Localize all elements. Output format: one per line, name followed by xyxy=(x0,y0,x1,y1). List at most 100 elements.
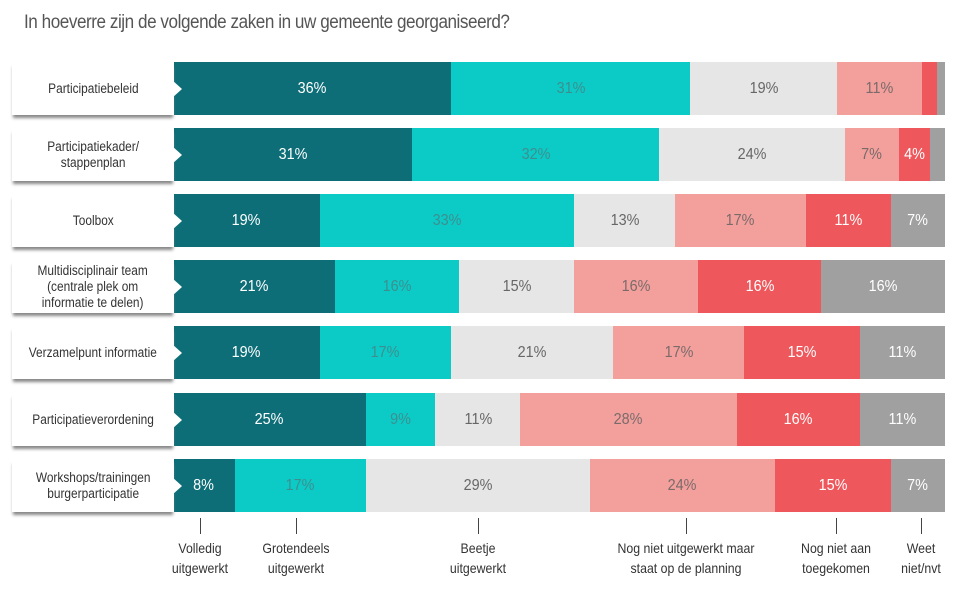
category-arrow xyxy=(172,79,182,98)
category-arrow xyxy=(172,145,182,164)
bar-segment: 25% xyxy=(173,393,366,446)
data-label: 16% xyxy=(783,410,813,428)
category-label: Workshops/trainingen burgerparticipatie xyxy=(12,459,174,512)
category-label: Verzamelpunt informatie xyxy=(12,326,174,379)
data-label: 9% xyxy=(390,410,412,428)
data-label: 16% xyxy=(382,277,412,295)
data-label: 25% xyxy=(255,410,284,428)
category-label: Multidisciplinair team (centrale plek om i… xyxy=(12,260,174,313)
data-label: 16% xyxy=(868,277,898,295)
bar-segment: 19% xyxy=(173,194,320,247)
bar-segment: 9% xyxy=(366,393,436,446)
bar-segment: 16% xyxy=(335,260,459,313)
bar-segment: 15% xyxy=(775,459,891,512)
legend-tick xyxy=(836,518,837,534)
data-label: 28% xyxy=(614,410,643,428)
bar-segment: 7% xyxy=(890,459,945,512)
data-label: 11% xyxy=(888,343,917,361)
data-label: 32% xyxy=(521,145,551,163)
category-label-text: Multidisciplinair team (centrale plek om i… xyxy=(37,262,149,310)
legend-entry: Nog niet aan toegekomen xyxy=(801,540,871,576)
data-label: 4% xyxy=(903,145,925,163)
data-label: 7% xyxy=(907,211,929,229)
bar-segment: 4% xyxy=(898,128,930,181)
data-label: 31% xyxy=(278,145,308,163)
category-arrow xyxy=(172,410,182,429)
bar-segment: 11% xyxy=(860,326,945,379)
bar-segment: 24% xyxy=(589,459,776,512)
legend-entry: Nog niet uitgewerkt maar staat op de plan… xyxy=(617,540,755,576)
data-label: 11% xyxy=(888,410,917,428)
category-label: Participatiekader/stappenplan xyxy=(12,128,174,181)
bar-segment: 32% xyxy=(412,128,660,181)
bar-segment: 16% xyxy=(574,260,698,313)
data-label: 13% xyxy=(610,211,640,229)
data-label: 19% xyxy=(749,79,778,97)
data-label: 31% xyxy=(556,79,585,97)
bar-segment: 15% xyxy=(744,326,861,379)
category-arrow xyxy=(172,277,182,296)
data-label: 24% xyxy=(737,145,767,163)
legend-tick xyxy=(478,518,479,534)
category-label-text: Toolbox xyxy=(72,212,114,228)
bar-segment: 19% xyxy=(173,326,320,379)
category-label-text: Participatiebeleid xyxy=(47,80,139,96)
legend-tick xyxy=(200,518,201,534)
category-label-text: Participatieverordening xyxy=(32,411,154,427)
bar-segment: 7% xyxy=(844,128,899,181)
data-label: 17% xyxy=(725,211,755,229)
category-arrow xyxy=(172,343,182,362)
bar-segment: 21% xyxy=(450,326,614,379)
data-label: 24% xyxy=(668,476,697,494)
legend-tick xyxy=(296,518,297,534)
legend-entry: Grotendeels uitgewerkt xyxy=(262,540,330,576)
data-label: 17% xyxy=(285,476,315,494)
data-label: 19% xyxy=(231,343,261,361)
category-label-text: Participatiekader/stappenplan xyxy=(47,138,139,170)
bar-segment: 17% xyxy=(613,326,745,379)
bar-segment: 33% xyxy=(319,194,575,247)
bar-segment: 17% xyxy=(674,194,807,247)
legend-tick xyxy=(921,518,922,534)
data-label: 11% xyxy=(865,79,894,97)
data-label: 36% xyxy=(297,79,327,97)
bar-segment: 11% xyxy=(860,393,945,446)
data-label: 11% xyxy=(464,410,492,428)
bar-segment xyxy=(921,62,938,115)
data-label: 7% xyxy=(861,145,883,163)
bar-segment: 28% xyxy=(520,393,737,446)
bar-segment: 19% xyxy=(690,62,837,115)
bar-segment xyxy=(929,128,945,181)
data-label: 16% xyxy=(621,277,651,295)
bar-segment: 29% xyxy=(366,459,590,512)
data-label: 11% xyxy=(834,211,863,229)
bar-segment: 17% xyxy=(234,459,366,512)
bar-segment: 11% xyxy=(806,194,891,247)
data-label: 17% xyxy=(664,343,694,361)
data-label: 29% xyxy=(463,476,493,494)
category-label: Toolbox xyxy=(12,194,174,247)
bar-segment: 17% xyxy=(319,326,451,379)
bar-segment xyxy=(937,62,945,115)
bar-segment: 7% xyxy=(890,194,945,247)
bar-segment: 16% xyxy=(736,393,861,446)
bar-segment: 36% xyxy=(173,62,451,115)
category-label: Participatiebeleid xyxy=(12,62,174,115)
category-arrow xyxy=(172,211,182,230)
bar-segment: 16% xyxy=(697,260,822,313)
data-label: 21% xyxy=(239,277,269,295)
bar-segment: 8% xyxy=(173,459,235,512)
data-label: 8% xyxy=(193,476,215,494)
bar-segment: 11% xyxy=(435,393,521,446)
data-label: 33% xyxy=(432,211,462,229)
category-arrow xyxy=(172,476,182,495)
legend-tick xyxy=(686,518,687,534)
bar-segment: 24% xyxy=(659,128,845,181)
legend-entry: Weet niet/nvt xyxy=(901,540,941,576)
bar-segment: 13% xyxy=(574,194,675,247)
bar-segment: 31% xyxy=(173,128,413,181)
bar-segment: 16% xyxy=(821,260,945,313)
chart-title: In hoeverre zijn de volgende zaken in uw… xyxy=(24,12,510,33)
category-label-text: Verzamelpunt informatie xyxy=(28,344,158,360)
bar-segment: 31% xyxy=(450,62,691,115)
